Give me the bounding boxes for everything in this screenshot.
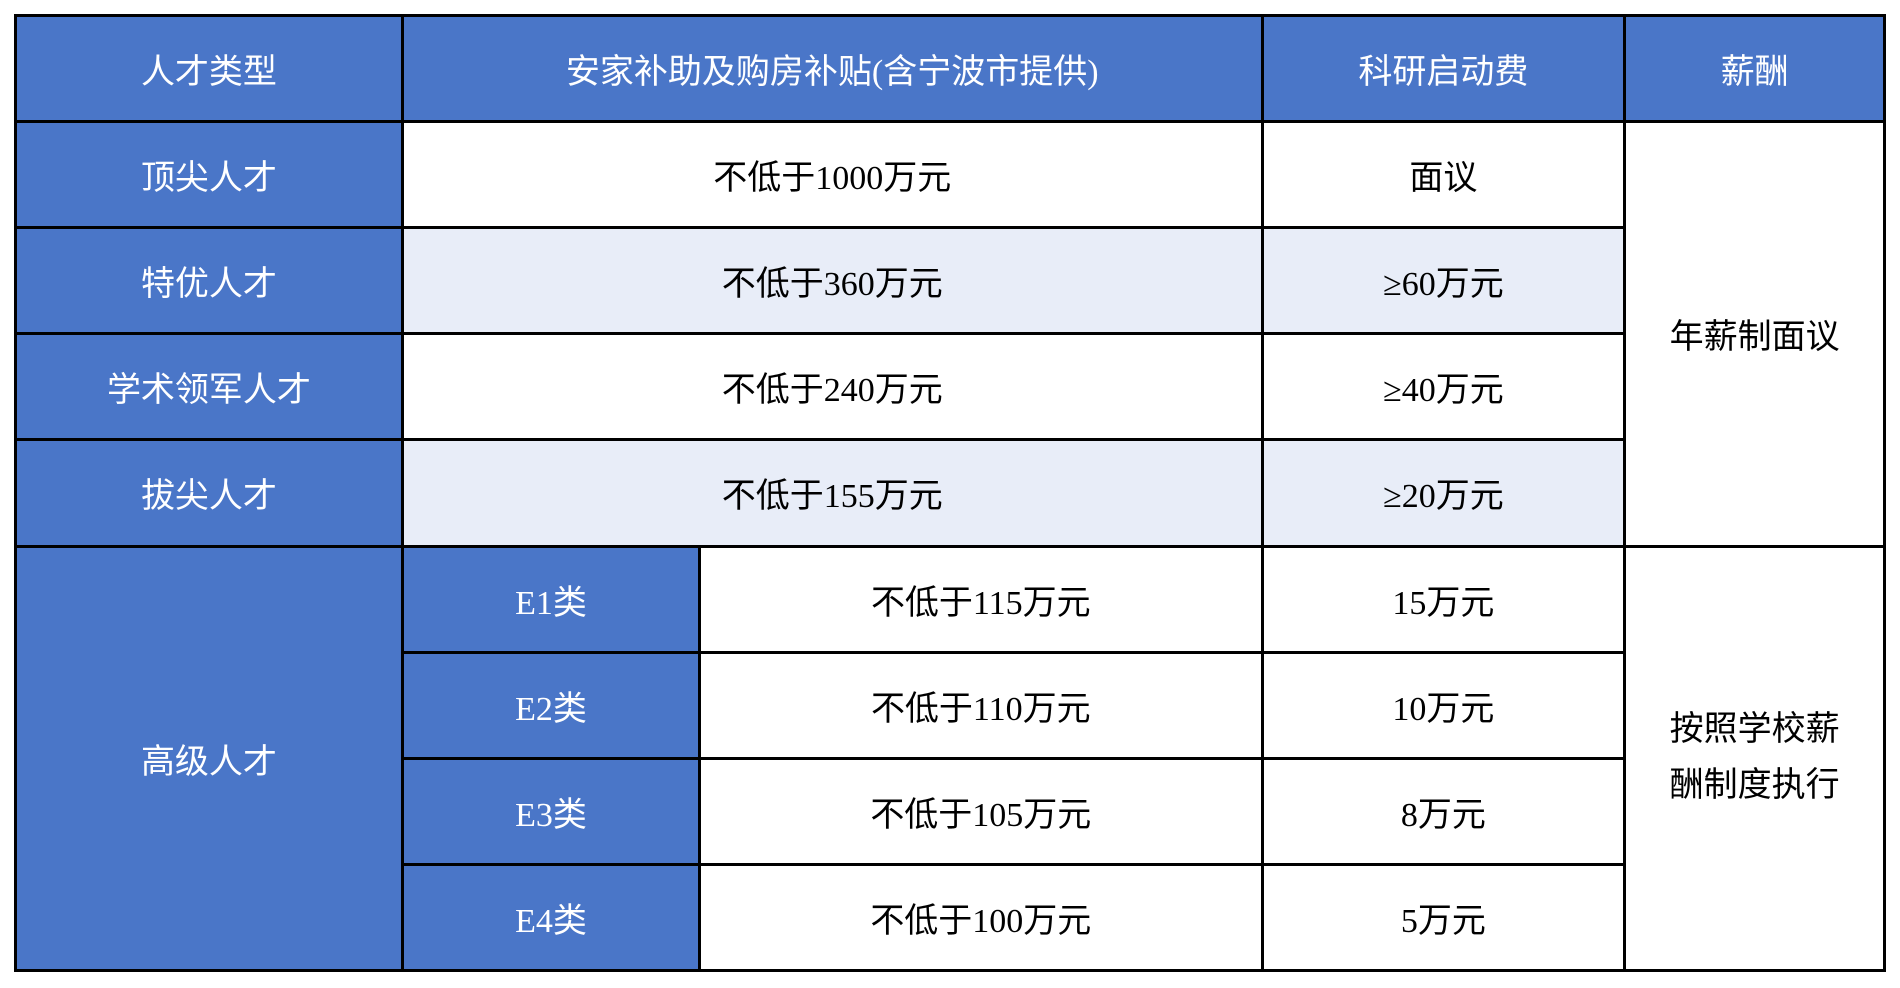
talent-benefits-table-wrap: 人才类型 安家补助及购房补贴(含宁波市提供) 科研启动费 薪酬 顶尖人才 不低于…	[14, 13, 1886, 973]
top-talent-label: 顶尖人才	[14, 120, 404, 230]
row-top-talent: 顶尖人才 不低于1000万元 面议 年薪制面议	[14, 120, 1886, 548]
salary-negotiable-cell: 年薪制面议	[1623, 120, 1886, 548]
senior-e1-subsidy: 不低于115万元	[698, 544, 1264, 654]
header-talent-type: 人才类型	[14, 13, 404, 124]
talent-benefits-table: 人才类型 安家补助及购房补贴(含宁波市提供) 科研启动费 薪酬 顶尖人才 不低于…	[14, 13, 1886, 973]
senior-e3-subsidy: 不低于105万元	[698, 756, 1264, 866]
senior-e2-subsidy: 不低于110万元	[698, 650, 1264, 760]
academic-leader-research: ≥40万元	[1260, 332, 1627, 442]
header-salary: 薪酬	[1623, 13, 1886, 124]
top-talent-research: 面议	[1260, 120, 1627, 230]
academic-leader-label: 学术领军人才	[14, 332, 404, 442]
senior-e1-grade: E1类	[400, 544, 702, 654]
senior-talent-label: 高级人才	[14, 544, 404, 973]
topnotch-talent-label: 拔尖人才	[14, 438, 404, 548]
senior-e2-grade: E2类	[400, 650, 702, 760]
senior-e4-grade: E4类	[400, 862, 702, 973]
header-research-fund: 科研启动费	[1260, 13, 1627, 124]
senior-e1-research: 15万元	[1260, 544, 1627, 654]
row-senior-e3: E3类 不低于105万元 8万元	[16, 756, 1885, 866]
senior-e4-subsidy: 不低于100万元	[698, 862, 1264, 973]
senior-e4-research: 5万元	[1260, 862, 1627, 973]
row-senior-e4: E4类 不低于100万元 5万元	[16, 862, 1885, 973]
special-talent-label: 特优人才	[14, 226, 404, 336]
academic-leader-subsidy: 不低于240万元	[400, 332, 1264, 442]
salary-policy-text: 按照学校薪酬制度执行	[1669, 711, 1840, 805]
senior-e3-grade: E3类	[400, 756, 702, 866]
row-senior-e2: E2类 不低于110万元 10万元	[16, 650, 1885, 760]
header-row: 人才类型 安家补助及购房补贴(含宁波市提供) 科研启动费 薪酬	[14, 13, 1886, 124]
senior-e2-research: 10万元	[1260, 650, 1627, 760]
row-senior-e1: 高级人才 E1类 不低于115万元 15万元 按照学校薪酬制度执行	[14, 544, 1886, 973]
header-subsidy: 安家补助及购房补贴(含宁波市提供)	[400, 13, 1264, 124]
row-academic-leader-talent: 学术领军人才 不低于240万元 ≥40万元	[14, 332, 1885, 442]
senior-e3-research: 8万元	[1260, 756, 1627, 866]
row-topnotch-talent: 拔尖人才 不低于155万元 ≥20万元	[14, 438, 1885, 548]
row-special-talent: 特优人才 不低于360万元 ≥60万元	[14, 226, 1885, 336]
salary-policy-cell: 按照学校薪酬制度执行	[1623, 544, 1886, 973]
topnotch-talent-research: ≥20万元	[1260, 438, 1627, 548]
top-talent-subsidy: 不低于1000万元	[400, 120, 1264, 230]
topnotch-talent-subsidy: 不低于155万元	[400, 438, 1264, 548]
special-talent-subsidy: 不低于360万元	[400, 226, 1264, 336]
special-talent-research: ≥60万元	[1260, 226, 1627, 336]
